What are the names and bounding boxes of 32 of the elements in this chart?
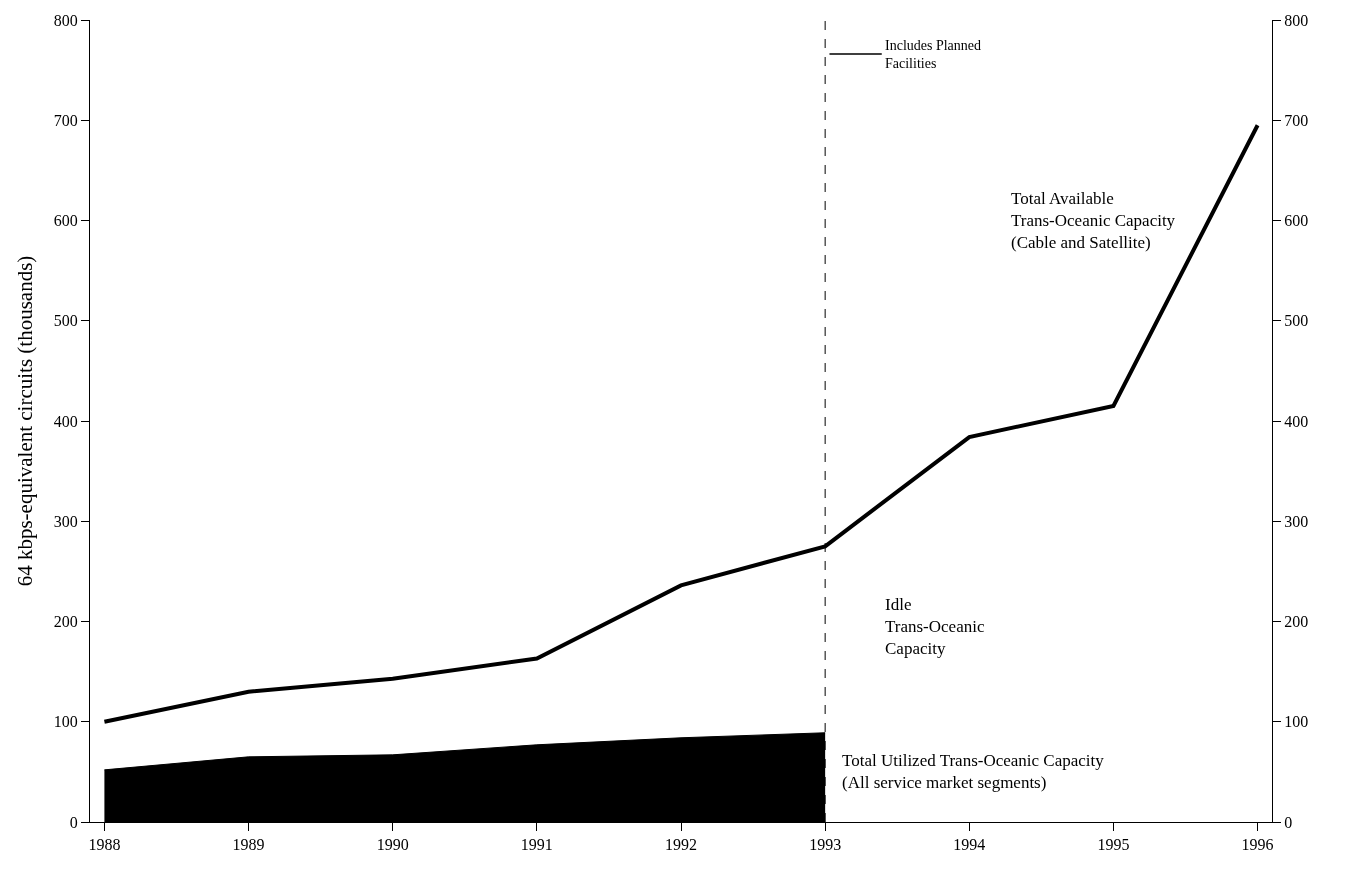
y-tick-label: 500 (53, 312, 78, 330)
x-tick-label: 1989 (232, 836, 265, 854)
x-tick-label: 1994 (953, 836, 986, 854)
y-tick-label: 600 (53, 212, 78, 230)
y-tick-label: 400 (53, 412, 78, 430)
x-tick-label: 1992 (665, 836, 697, 854)
y2-tick-label: 800 (1284, 11, 1309, 29)
x-tick-label: 1991 (520, 836, 553, 854)
y2-tick-label: 500 (1284, 312, 1309, 330)
y2-tick-label: 200 (1284, 613, 1309, 631)
y-tick-label: 800 (53, 11, 78, 29)
y2-tick-label: 700 (1284, 111, 1309, 129)
series-label: Total Available Trans-Oceanic Capacity (Cable and Satellite) (1011, 189, 1176, 253)
y-tick-label: 0 (69, 813, 78, 831)
y2-tick-label: 600 (1284, 212, 1309, 230)
y2-tick-label: 100 (1284, 713, 1309, 731)
y2-tick-label: 0 (1284, 813, 1293, 831)
y-tick-label: 100 (53, 713, 78, 731)
y2-tick-label: 400 (1284, 412, 1309, 430)
x-tick-label: 1996 (1241, 836, 1274, 854)
y-tick-label: 300 (53, 512, 78, 530)
x-tick-label: 1990 (376, 836, 409, 854)
y2-tick-label: 300 (1284, 512, 1309, 530)
series-label: Total Utilized Trans-Oceanic Capacity (All service market segments) (842, 751, 1105, 793)
annotation: Idle Trans-Oceanic Capacity (885, 595, 985, 659)
x-tick-label: 1993 (809, 836, 842, 854)
y-tick-label: 200 (53, 613, 78, 631)
y-axis-title: 64 kbps-equivalent circuits (thousands) (12, 255, 37, 587)
x-tick-label: 1995 (1097, 836, 1130, 854)
annotation: Includes Planned Facilities (885, 38, 982, 72)
y-tick-label: 700 (53, 111, 78, 129)
x-tick-label: 1988 (88, 836, 121, 854)
